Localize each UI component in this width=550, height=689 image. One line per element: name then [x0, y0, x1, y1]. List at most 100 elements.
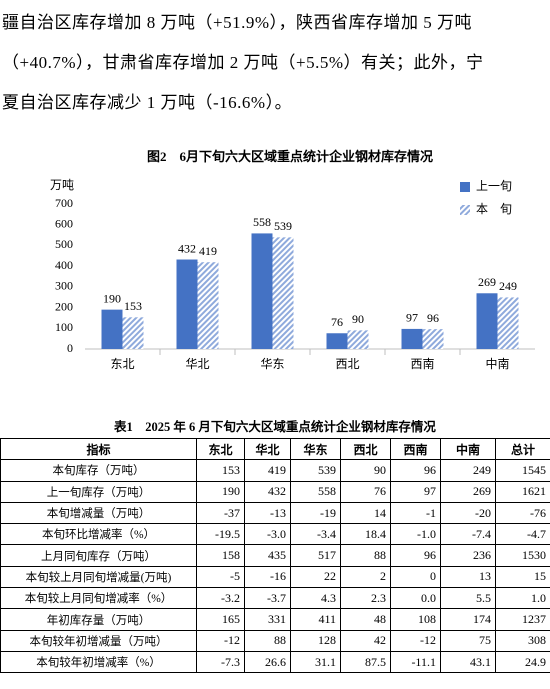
table-cell: 108: [390, 608, 441, 631]
y-tick-label: 200: [55, 299, 73, 313]
legend-label: 上一旬: [476, 179, 512, 193]
table-cell: 本旬较年初增减率（%）: [0, 650, 197, 674]
table: 指标 东北 华北 华东 西北 西南 中南 总计 本旬库存（万吨） 153 419 539 90 96 24…: [0, 437, 550, 674]
table-cell: 517: [290, 544, 341, 567]
bar: [401, 328, 423, 349]
table-cell: 2: [340, 565, 391, 589]
header-cell: 西北: [340, 437, 391, 461]
y-tick-label: 100: [55, 320, 73, 334]
chart: 图2 6月下旬六大区域重点统计企业钢材库存情况 万吨 0 100 200 300 400…: [50, 149, 535, 371]
table-cell: 22: [290, 565, 341, 589]
table-row: 本旬库存（万吨） 153 419 539 90 96 249 1545: [0, 459, 550, 482]
table-cell: 190: [196, 480, 245, 503]
y-tick-label: 400: [55, 258, 73, 272]
x-tick-label: 西南: [410, 356, 434, 371]
table-row: 本旬较上月同旬增减量(万吨) -5 -16 22 2 0 13 15: [0, 565, 550, 589]
table-cell: 269: [440, 480, 496, 503]
y-tick-label: 0: [67, 341, 73, 355]
table-cell: 558: [290, 480, 341, 503]
table-cell: 43.1: [440, 650, 496, 674]
table-cell: 42: [340, 629, 391, 652]
table-cell: 432: [244, 480, 291, 503]
table-cell: -7.3: [196, 650, 245, 674]
table-cell: 90: [340, 459, 391, 482]
table-cell: 18.4: [340, 523, 391, 546]
data-label: 269: [478, 275, 496, 289]
table-cell: 0.0: [390, 587, 441, 610]
legend-label: 本 旬: [476, 202, 512, 216]
data-label: 249: [499, 279, 517, 293]
table-cell: 88: [244, 629, 291, 652]
paragraph-line: 夏自治区库存减少 1 万吨（-16.6%）。: [2, 93, 293, 112]
table-cell: -4.7: [495, 523, 550, 546]
data-label: 97: [406, 311, 418, 325]
y-tick-label: 600: [55, 216, 73, 230]
bar: [251, 233, 273, 349]
table-cell: 48: [340, 608, 391, 631]
table-cell: 153: [196, 459, 245, 482]
table-cell: 本旬增减量（万吨）: [0, 501, 197, 525]
data-label: 153: [124, 299, 142, 313]
y-axis-label: 万吨: [50, 178, 74, 192]
data-label: 419: [199, 244, 217, 258]
table-cell: 年初库存量（万吨）: [0, 608, 197, 631]
bar: [101, 309, 123, 349]
data-label: 558: [253, 215, 271, 229]
table-cell: 2.3: [340, 587, 391, 610]
table-row: 年初库存量（万吨） 165 331 411 48 108 174 1237: [0, 608, 550, 631]
table-cell: 13: [440, 565, 496, 589]
paragraph-line: （+40.7%），甘肃省库存增加 2 万吨（+5.5%）有关；此外，宁: [2, 53, 484, 72]
table-cell: -7.4: [440, 523, 496, 546]
table-cell: 本旬较上月同旬增减率（%）: [0, 587, 197, 610]
table-cell: 435: [244, 544, 291, 567]
data-label: 90: [352, 312, 364, 326]
table-cell: 165: [196, 608, 245, 631]
y-tick-label: 500: [55, 237, 73, 251]
bar: [422, 329, 444, 349]
data-label: 190: [103, 291, 121, 305]
table-cell: 75: [440, 629, 496, 652]
table-cell: -1: [390, 501, 441, 525]
bar: [197, 262, 219, 349]
header-cell: 东北: [196, 437, 245, 461]
table-row: 本旬较年初增减量（万吨） -12 88 128 42 -12 75 308: [0, 629, 550, 652]
table-cell: 4.3: [290, 587, 341, 610]
table-cell: 上一旬库存（万吨）: [0, 480, 197, 503]
x-tick-label: 中南: [485, 356, 509, 371]
x-tick-label: 华北: [185, 357, 209, 371]
bar: [122, 317, 144, 349]
y-tick-label: 700: [55, 196, 73, 210]
table-row: 本旬较年初增减率（%） -7.3 26.6 31.1 87.5 -11.1 43.1 24.9: [0, 650, 550, 674]
table-cell: 87.5: [340, 650, 391, 674]
table-cell: 1621: [495, 480, 550, 503]
table-cell: 14: [340, 501, 391, 525]
paragraph-line: 疆自治区库存增加 8 万吨（+51.9%），陕西省库存增加 5 万吨: [2, 13, 472, 32]
table-title: 表1 2025 年 6 月下旬六大区域重点统计企业钢材库存情况: [114, 420, 436, 434]
table-cell: 308: [495, 629, 550, 652]
data-label: 76: [331, 315, 343, 329]
data-label: 539: [274, 219, 292, 233]
table-cell: 419: [244, 459, 291, 482]
legend-swatch: [460, 182, 470, 192]
table-cell: -13: [244, 501, 291, 525]
x-tick-label: 西北: [335, 357, 359, 371]
table-cell: 本旬较上月同旬增减量(万吨): [0, 565, 197, 589]
table-cell: 96: [390, 459, 441, 482]
table-cell: 31.1: [290, 650, 341, 674]
table-row: 本旬较上月同旬增减率（%） -3.2 -3.7 4.3 2.3 0.0 5.5 1.0: [0, 587, 550, 610]
header-cell: 总计: [495, 437, 550, 461]
table-cell: -3.4: [290, 523, 341, 546]
table-cell: -37: [196, 501, 245, 525]
table-cell: 0: [390, 565, 441, 589]
table-cell: -12: [390, 629, 441, 652]
header-cell: 中南: [440, 437, 496, 461]
header-cell: 华东: [290, 437, 341, 461]
table-cell: 174: [440, 608, 496, 631]
table-row: 本旬环比增减率（%） -19.5 -3.0 -3.4 18.4 -1.0 -7.4 -4.7: [0, 523, 550, 546]
y-tick-label: 300: [55, 279, 73, 293]
table-cell: -20: [440, 501, 496, 525]
table-cell: 411: [290, 608, 341, 631]
table-cell: 88: [340, 544, 391, 567]
table-cell: 15: [495, 565, 550, 589]
table-cell: 26.6: [244, 650, 291, 674]
